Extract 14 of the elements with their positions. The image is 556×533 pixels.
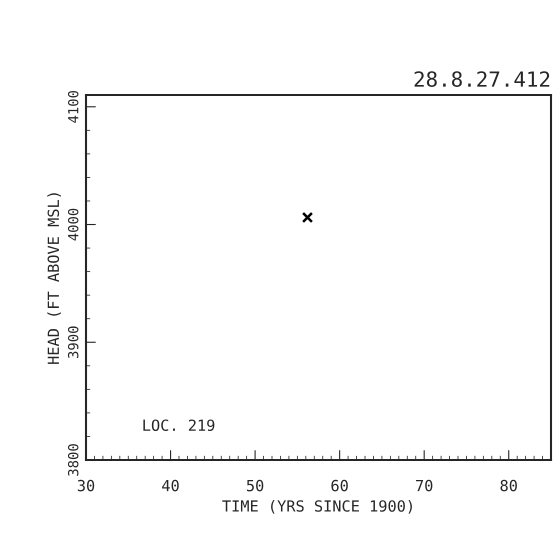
y-axis-title: HEAD (FT ABOVE MSL) <box>47 193 61 364</box>
x-tick-label: 40 <box>162 480 179 492</box>
y-tick-label: 3800 <box>68 444 78 476</box>
x-axis-title: TIME (YRS SINCE 1900) <box>222 500 412 514</box>
x-tick-label: 30 <box>78 480 94 492</box>
x-tick-label: 60 <box>331 480 348 492</box>
chart-title: 28.8.27.412 <box>414 71 550 87</box>
x-tick-label: 50 <box>246 480 264 492</box>
x-tick-label: 80 <box>500 480 517 492</box>
y-tick-label: 4000 <box>68 208 78 241</box>
y-tick-label: 4100 <box>68 90 78 123</box>
annotation: LOC. 219 <box>143 419 214 432</box>
y-tick-label: 3900 <box>68 326 78 358</box>
x-tick-label: 70 <box>416 480 432 492</box>
